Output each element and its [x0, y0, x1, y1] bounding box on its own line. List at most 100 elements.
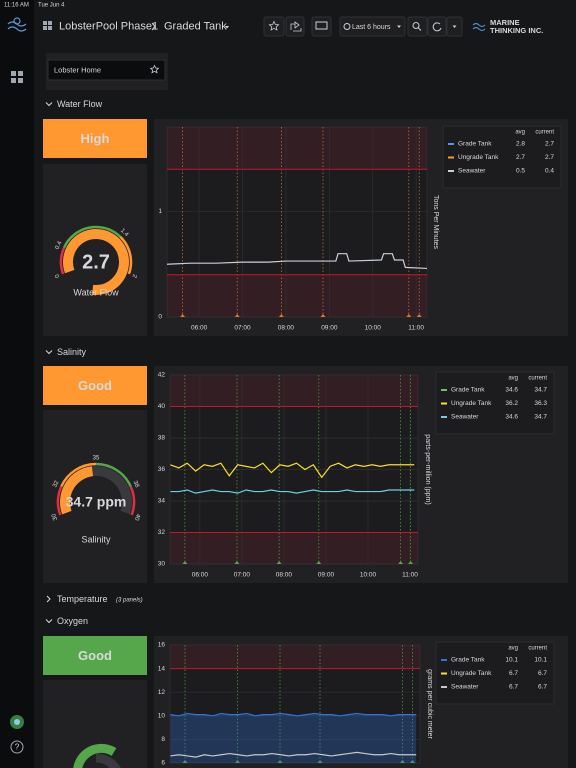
home-link[interactable]: [47, 59, 166, 81]
legend-name[interactable]: Grade Tank: [451, 657, 485, 664]
refresh-button[interactable]: [427, 16, 447, 37]
zoom-button[interactable]: [407, 16, 428, 37]
legend-name[interactable]: Seawater: [451, 414, 479, 421]
y-tick-label: 10: [158, 713, 166, 720]
gauge-panel: [43, 680, 147, 768]
annotation-marker: [317, 760, 323, 763]
y-tick-label: 1: [158, 208, 162, 215]
legend: [442, 125, 562, 189]
x-tick-label: 07:00: [234, 325, 251, 332]
folder-link[interactable]: LobsterPool Phase1: [59, 20, 158, 32]
tv-icon: [315, 21, 328, 30]
annotation-marker: [180, 314, 186, 317]
dashboards-icon[interactable]: [11, 71, 23, 83]
annotation-marker: [316, 561, 322, 564]
legend-header: avg: [515, 130, 525, 136]
gauge-tick-label: 40: [133, 513, 141, 522]
status-date: Tue Jun 4: [38, 3, 65, 9]
y-tick-label: 0: [158, 314, 162, 321]
interval-caret: [452, 25, 457, 28]
y-tick-label: 8: [161, 736, 165, 743]
annotation-marker: [416, 314, 422, 317]
threshold-region: [167, 274, 427, 317]
legend: [435, 371, 555, 435]
row-title[interactable]: Oxygen: [57, 616, 88, 626]
legend-current: 6.7: [538, 684, 547, 691]
legend-avg: 36.2: [505, 400, 518, 407]
dashboard-title[interactable]: Graded Tank: [164, 20, 227, 32]
home-link-text: Lobster Home: [54, 65, 101, 74]
gauge-band: [95, 462, 132, 488]
x-tick-label: 11:00: [402, 572, 418, 579]
gauge-band: [62, 225, 122, 249]
y-tick-label: 30: [158, 561, 166, 568]
threshold-region: [170, 645, 420, 669]
home-logo[interactable]: [7, 17, 27, 32]
y-tick-label: 40: [158, 403, 166, 410]
sidebar: [0, 0, 34, 768]
legend-avg: 6.7: [509, 670, 518, 677]
legend-avg: 10.1: [505, 657, 518, 664]
x-tick-label: 09:00: [318, 572, 335, 579]
avatar-face: [14, 719, 20, 725]
gauge-band: [60, 462, 97, 488]
legend-header: current: [528, 646, 547, 652]
legend-name[interactable]: Seawater: [451, 684, 479, 691]
title-caret: [225, 26, 229, 29]
legend-current: 36.3: [534, 400, 547, 407]
tv-button[interactable]: [311, 16, 332, 37]
legend-name[interactable]: Ungrade Tank: [451, 400, 492, 407]
threshold-region: [170, 375, 418, 407]
legend-header: current: [535, 130, 554, 136]
x-tick-label: 09:00: [321, 325, 338, 332]
gauge-tick-label: 30: [51, 512, 59, 521]
status-time: 11:16 AM: [4, 3, 29, 9]
x-tick-label: 07:00: [234, 572, 251, 579]
row-chevron: [45, 102, 53, 107]
breadcrumb-separator: [151, 22, 156, 31]
home-star[interactable]: [149, 64, 160, 74]
oxygen-gauge-arc: [73, 743, 117, 768]
legend-current: 2.7: [545, 154, 554, 161]
row-title[interactable]: Temperature: [57, 594, 108, 604]
x-tick-label: 06:00: [191, 325, 208, 332]
company-logo-line: MARINE: [490, 18, 520, 27]
annotation-marker: [408, 561, 414, 564]
gauge-value-text: 34.7 ppm: [66, 494, 127, 510]
row-title[interactable]: Salinity: [57, 347, 87, 357]
icon-square: [43, 26, 47, 30]
legend-current: 6.7: [538, 670, 547, 677]
help-text: ?: [15, 743, 20, 752]
legend-name[interactable]: Ungrade Tank: [458, 154, 499, 161]
gauge-tick-label: 38: [132, 480, 140, 489]
time-picker[interactable]: [339, 16, 406, 37]
y-tick-label: 36: [158, 466, 166, 473]
stat-panel: [43, 366, 147, 405]
legend-name[interactable]: Grade Tank: [451, 387, 485, 394]
y-tick-label: 34: [158, 498, 166, 505]
time-caret: [397, 25, 401, 28]
icon-square: [18, 78, 23, 83]
y-axis-label: parts-per-million (ppm): [424, 434, 431, 504]
stat-text: Good: [78, 378, 112, 393]
help-button[interactable]: [10, 740, 24, 754]
annotation-marker: [278, 314, 284, 317]
stat-text: Good: [78, 648, 112, 663]
legend-name[interactable]: Grade Tank: [458, 141, 492, 148]
star-button[interactable]: [263, 16, 285, 37]
row-chevron: [46, 595, 51, 603]
legend-name[interactable]: Ungrade Tank: [451, 670, 492, 677]
company-logo-icon: [472, 22, 486, 32]
row-title[interactable]: Water Flow: [57, 99, 103, 109]
logo-wave: [472, 22, 486, 28]
gauge-tick-label: 32: [52, 479, 60, 488]
legend-name[interactable]: Seawater: [458, 168, 486, 175]
y-tick-label: 16: [158, 642, 166, 649]
annotation-marker: [400, 760, 405, 763]
gauge-label: Water Flow: [73, 287, 119, 297]
icon-square: [11, 78, 16, 83]
legend-header: avg: [508, 376, 518, 382]
stat-text: High: [81, 131, 110, 146]
